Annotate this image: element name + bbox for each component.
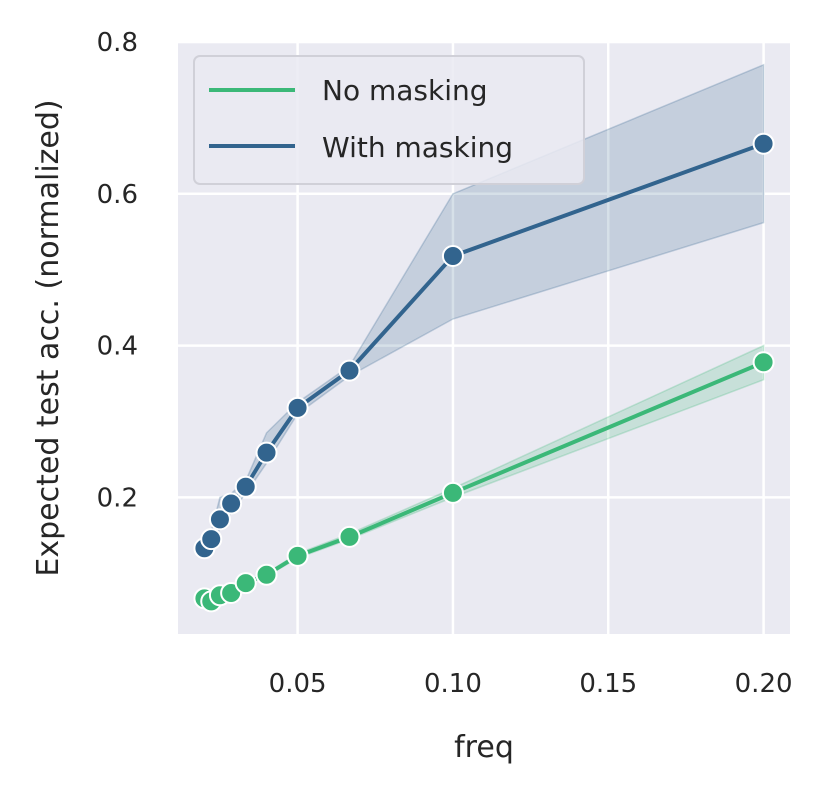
y-tick-label: 0.4 bbox=[97, 332, 138, 362]
x-tick-label: 0.20 bbox=[735, 669, 793, 699]
data-point-with-masking bbox=[234, 475, 257, 498]
data-point-with-masking bbox=[200, 528, 223, 551]
y-axis-label: Expected test acc. (normalized) bbox=[31, 99, 66, 576]
data-point-with-masking bbox=[752, 132, 775, 155]
data-point-no-masking bbox=[441, 481, 464, 504]
x-axis-ticks: 0.05 0.10 0.15 0.20 bbox=[269, 669, 793, 699]
data-point-no-masking bbox=[752, 351, 775, 374]
y-tick-label: 0.2 bbox=[97, 483, 138, 513]
y-tick-label: 0.6 bbox=[97, 180, 138, 210]
x-tick-label: 0.10 bbox=[424, 669, 482, 699]
data-point-with-masking bbox=[220, 492, 243, 515]
x-tick-label: 0.15 bbox=[579, 669, 637, 699]
data-point-no-masking bbox=[255, 563, 278, 586]
data-point-no-masking bbox=[338, 525, 361, 548]
data-point-no-masking bbox=[286, 544, 309, 567]
data-point-with-masking bbox=[338, 359, 361, 382]
data-point-with-masking bbox=[286, 396, 309, 419]
x-axis-label: freq bbox=[454, 730, 514, 765]
y-axis-ticks: 0.2 0.4 0.6 0.8 bbox=[97, 28, 138, 513]
data-point-no-masking bbox=[234, 572, 257, 595]
data-point-with-masking bbox=[441, 245, 464, 268]
legend: No masking With masking bbox=[193, 55, 585, 185]
legend-label-no-masking: No masking bbox=[322, 74, 488, 107]
data-point-with-masking bbox=[208, 508, 231, 531]
series-points bbox=[193, 132, 775, 613]
legend-label-with-masking: With masking bbox=[322, 131, 513, 164]
x-tick-label: 0.05 bbox=[269, 669, 327, 699]
y-tick-label: 0.8 bbox=[97, 28, 138, 58]
data-point-with-masking bbox=[255, 441, 278, 464]
